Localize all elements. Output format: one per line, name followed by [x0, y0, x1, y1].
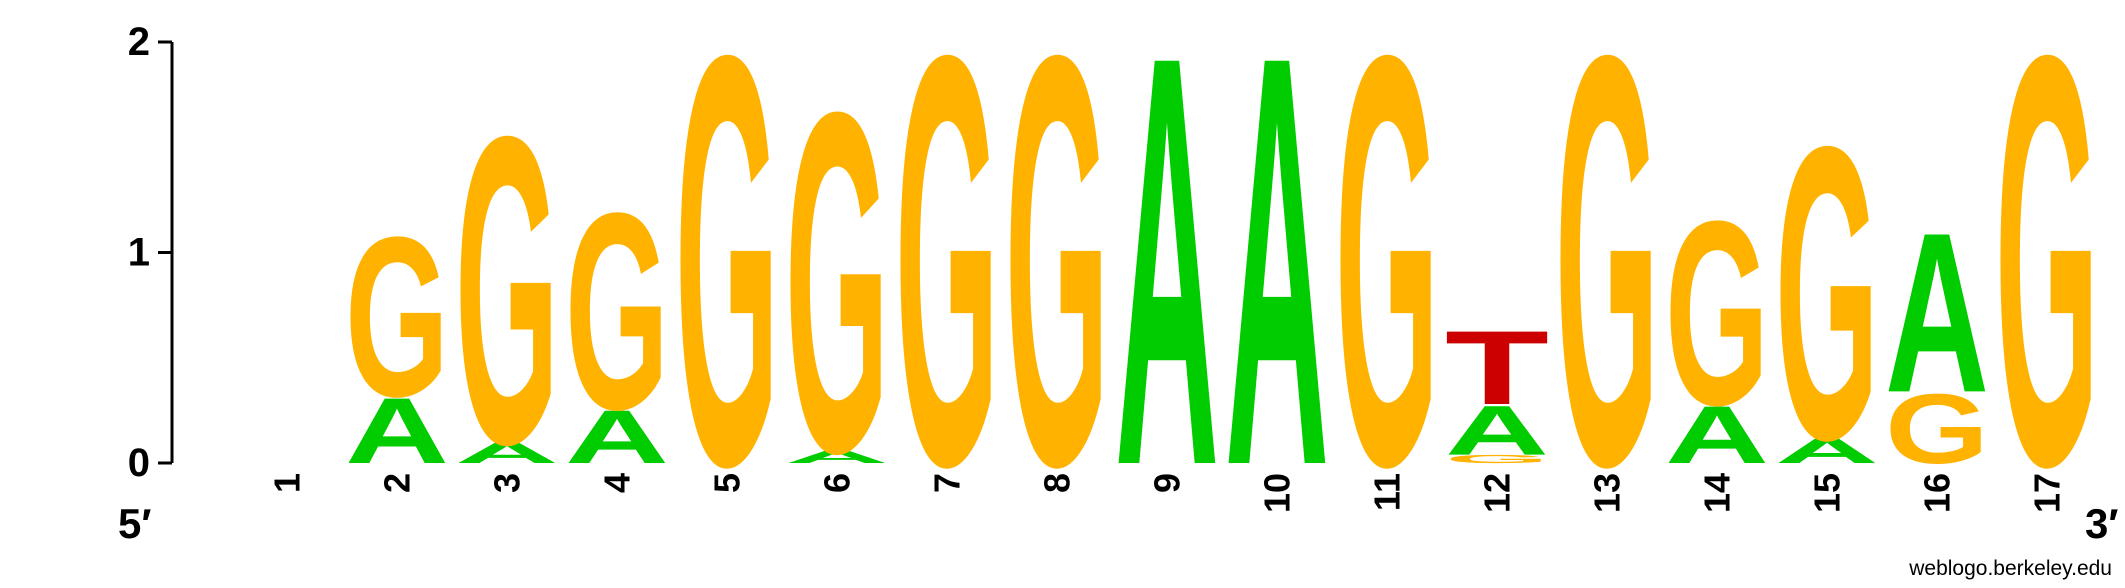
logo-letter-g: G — [1665, 167, 1769, 461]
five-prime-label: 5′ — [118, 500, 151, 547]
logo-letter-a: A — [1665, 389, 1769, 481]
position-label: 9 — [1147, 473, 1188, 493]
three-prime-label: 3′ — [2085, 500, 2118, 547]
y-tick-label: 0 — [128, 441, 150, 485]
position-label: 3 — [487, 473, 528, 493]
position-label: 5 — [707, 473, 748, 493]
logo-letter-a: A — [1445, 391, 1549, 470]
logo-letter-a: A — [785, 447, 889, 467]
position-label: 10 — [1257, 473, 1298, 513]
logo-letter-g: G — [455, 46, 559, 536]
logo-letter-a: A — [345, 378, 449, 483]
logo-letter-g: G — [1005, 0, 1109, 587]
position-label: 4 — [597, 473, 638, 493]
y-tick-label: 2 — [128, 20, 150, 64]
logo-letter-g: G — [1775, 59, 1879, 526]
position-label: 1 — [267, 473, 308, 493]
logo-letter-g: G — [1445, 453, 1549, 466]
logo-letter-t: T — [1445, 309, 1549, 427]
logo-letter-a: A — [1885, 186, 1989, 441]
logo-letter-a: A — [1775, 432, 1879, 471]
logo-letter-g: G — [565, 154, 669, 468]
logo-letter-a: A — [455, 437, 559, 470]
position-label: 13 — [1587, 473, 1628, 513]
position-label: 8 — [1037, 473, 1078, 493]
logo-letter-g: G — [1995, 0, 2099, 587]
logo-letter-g: G — [785, 13, 889, 554]
logo-letter-g: G — [1555, 0, 1659, 587]
position-label: 15 — [1807, 473, 1848, 513]
position-label: 17 — [2027, 473, 2068, 513]
position-label: 11 — [1367, 473, 1408, 511]
logo-letter-a: A — [1225, 0, 1329, 588]
logo-letter-g: G — [675, 0, 779, 587]
logo-letter-g: G — [895, 0, 999, 587]
position-label: 16 — [1917, 473, 1958, 513]
y-axis: 0 1 2 — [128, 20, 174, 485]
position-labels: 1 2 3 4 5 6 7 8 9 10 11 12 13 14 15 16 17 — [267, 473, 2068, 513]
position-label: 7 — [927, 473, 968, 493]
logo-letter-g: G — [345, 189, 449, 444]
logo-letter-g: G — [1885, 373, 1989, 484]
position-label: 2 — [377, 473, 418, 493]
logo-letter-a: A — [565, 395, 669, 480]
position-label: 14 — [1697, 473, 1738, 513]
logo-letter-g: G — [1335, 0, 1439, 587]
y-tick-label: 1 — [128, 231, 150, 275]
logo-letter-a: A — [1115, 0, 1219, 588]
weblogo-credit: weblogo.berkeley.edu — [1908, 557, 2112, 580]
position-label: 6 — [817, 473, 858, 493]
position-label: 12 — [1477, 473, 1518, 513]
